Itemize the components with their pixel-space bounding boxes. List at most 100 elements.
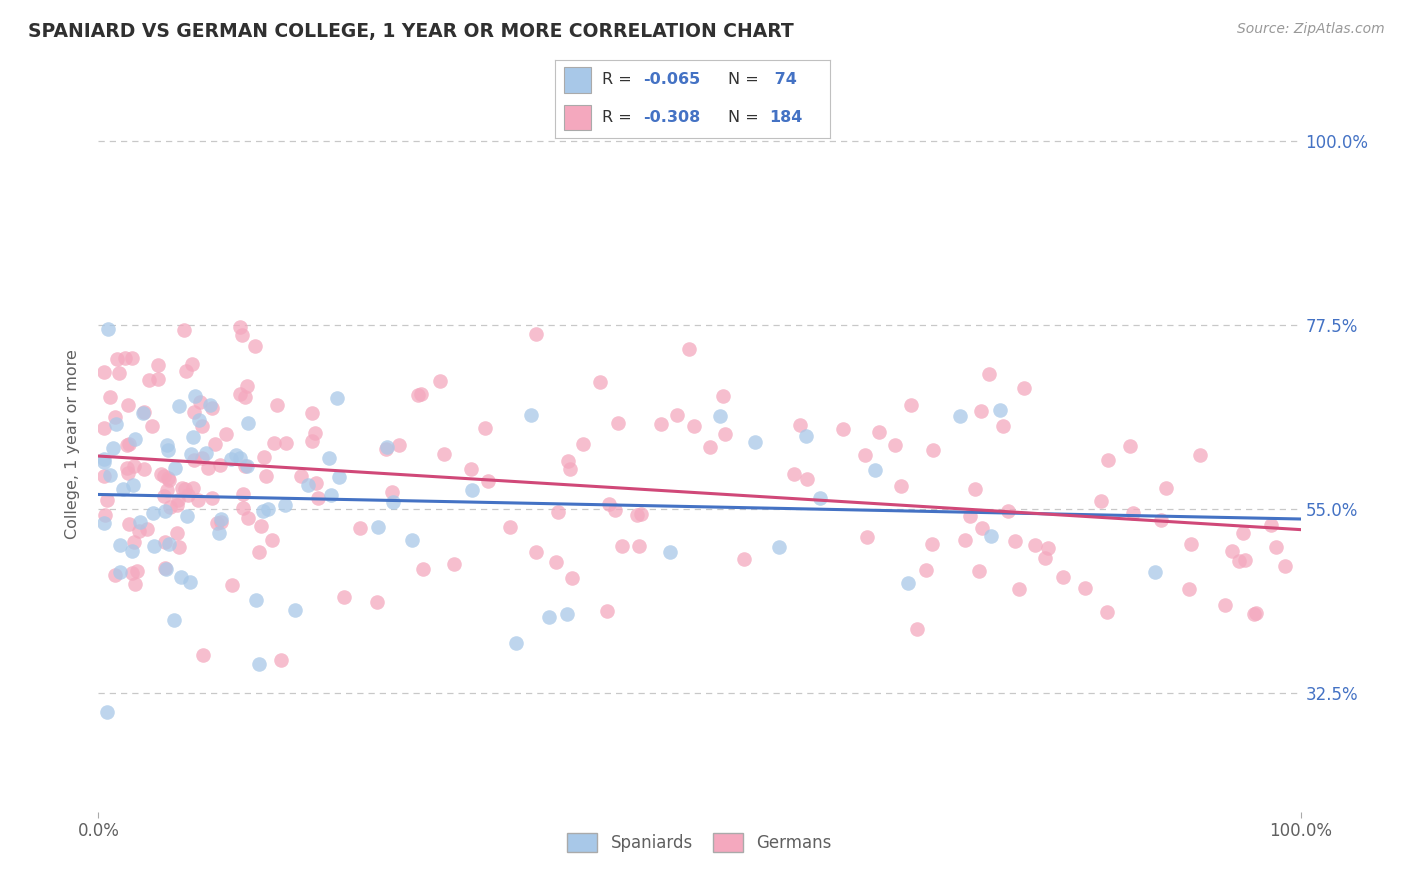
Text: Source: ZipAtlas.com: Source: ZipAtlas.com (1237, 22, 1385, 37)
Point (162, 613, 184, 627)
Point (1144, 565, 1167, 579)
Point (524, 545, 547, 559)
Point (1227, 554, 1250, 568)
Point (1097, 452, 1119, 467)
Point (167, 540, 190, 554)
Point (231, 328, 253, 343)
Point (626, 508, 648, 523)
Point (96, 322, 118, 336)
Point (526, 326, 548, 341)
Point (117, 398, 139, 412)
Point (208, 525, 231, 540)
Point (380, 485, 402, 500)
Point (146, 359, 169, 373)
Text: -0.065: -0.065 (643, 72, 700, 87)
Point (967, 564, 990, 578)
Point (132, 406, 155, 420)
Point (290, 469, 312, 483)
Point (678, 343, 700, 357)
Point (477, 474, 499, 488)
Point (198, 398, 221, 412)
Point (117, 517, 139, 532)
Point (229, 387, 252, 401)
Point (1232, 525, 1254, 540)
Point (108, 566, 131, 580)
Bar (564, 104, 591, 130)
Point (890, 479, 912, 493)
Point (247, 545, 270, 559)
Text: N =: N = (728, 110, 763, 125)
Point (304, 476, 326, 491)
Text: SPANIARD VS GERMAN COLLEGE, 1 YEAR OR MORE CORRELATION CHART: SPANIARD VS GERMAN COLLEGE, 1 YEAR OR MO… (28, 22, 794, 41)
Point (209, 458, 232, 472)
Point (683, 419, 706, 434)
Point (997, 504, 1019, 518)
Point (205, 516, 228, 530)
Point (922, 442, 945, 457)
Point (256, 468, 278, 483)
Point (115, 437, 138, 451)
Point (229, 320, 252, 334)
Point (225, 448, 247, 462)
Point (699, 440, 721, 454)
Point (204, 437, 226, 451)
Point (188, 395, 211, 409)
Point (122, 458, 145, 473)
Point (1074, 581, 1097, 595)
Point (366, 595, 388, 609)
Point (505, 636, 527, 650)
Point (156, 442, 179, 457)
Point (200, 401, 222, 415)
Point (598, 497, 620, 511)
Point (173, 323, 195, 337)
Point (236, 511, 259, 525)
Point (1243, 607, 1265, 621)
Point (152, 489, 174, 503)
Point (665, 408, 688, 422)
Point (713, 427, 735, 442)
Point (121, 566, 143, 580)
Point (596, 604, 619, 618)
Point (1052, 570, 1074, 584)
Point (375, 440, 398, 454)
Point (166, 526, 188, 541)
Point (284, 603, 307, 617)
Point (235, 378, 257, 392)
Point (630, 508, 652, 522)
Point (1213, 598, 1236, 612)
Point (250, 519, 273, 533)
Point (789, 417, 811, 432)
Point (155, 562, 177, 576)
Point (794, 429, 817, 443)
Point (970, 521, 993, 535)
Point (433, 447, 456, 461)
Point (1012, 381, 1035, 395)
Point (328, 470, 350, 484)
Point (245, 592, 267, 607)
Point (915, 563, 938, 577)
Point (156, 483, 179, 497)
Point (235, 458, 257, 473)
Point (166, 493, 188, 508)
Point (193, 648, 215, 662)
Point (105, 417, 128, 431)
Point (142, 506, 165, 520)
Point (121, 544, 143, 558)
Point (606, 416, 628, 430)
Point (589, 375, 612, 389)
Point (153, 560, 176, 574)
Point (215, 426, 238, 441)
Point (190, 450, 212, 465)
Point (783, 467, 806, 482)
Point (1180, 537, 1202, 551)
Text: 74: 74 (769, 72, 797, 87)
Point (560, 462, 582, 476)
Point (221, 578, 243, 592)
Point (124, 577, 146, 591)
Text: R =: R = (602, 110, 637, 125)
Point (209, 515, 232, 529)
Point (157, 474, 180, 488)
Point (499, 519, 522, 533)
Point (129, 515, 152, 529)
Point (301, 434, 323, 448)
